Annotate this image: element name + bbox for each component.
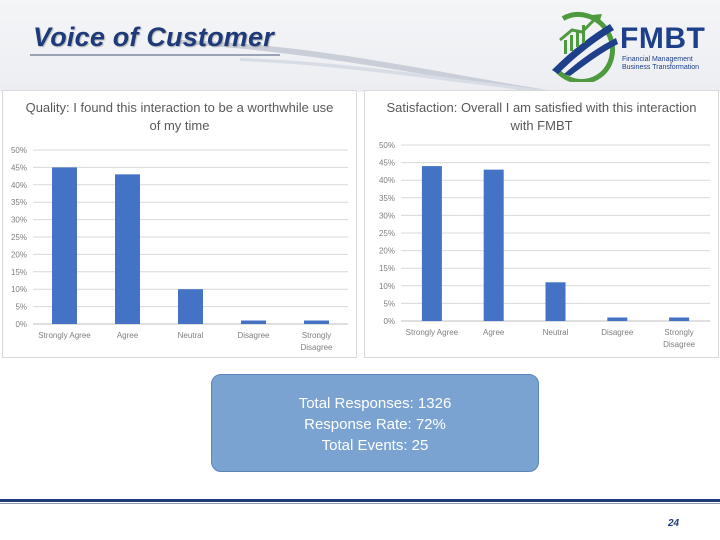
- y-tick-label: 25%: [379, 229, 395, 238]
- x-tick-label: Disagree: [601, 328, 634, 337]
- logo-subtitle: Financial Management Business Transforma…: [622, 56, 700, 71]
- x-tick-label: Disagree: [663, 340, 696, 349]
- y-tick-label: 20%: [11, 250, 27, 259]
- bar-agree: [483, 169, 504, 321]
- y-tick-label: 10%: [11, 285, 27, 294]
- bar-strongly-disagree: [304, 320, 329, 324]
- footer-divider-thin: [0, 503, 720, 504]
- x-tick-label: Strongly: [664, 328, 693, 337]
- page-number: 24: [668, 518, 680, 529]
- header-swoosh: [180, 40, 600, 98]
- x-tick-label: Disagree: [300, 343, 333, 352]
- bar-strongly-agree: [52, 167, 77, 324]
- response-rate: Response Rate: 72%: [304, 416, 446, 433]
- bar-strongly-agree: [421, 166, 442, 321]
- y-tick-label: 5%: [383, 299, 395, 308]
- y-tick-label: 20%: [379, 247, 395, 256]
- y-tick-label: 0%: [383, 317, 395, 326]
- y-tick-label: 25%: [11, 233, 27, 242]
- title-underline: [30, 54, 280, 56]
- bar-disagree: [607, 317, 628, 321]
- total-events: Total Events: 25: [321, 437, 429, 454]
- quality-chart: 0% 5% 10% 15% 20% 25% 30% 35% 40% 45% 50% Strongly …: [11, 146, 348, 352]
- y-tick-label: 45%: [379, 159, 395, 168]
- y-tick-label: 45%: [11, 163, 27, 172]
- logo-wordmark: FMBT: [620, 22, 706, 55]
- fmbt-logo-icon: [544, 11, 618, 82]
- bar-strongly-disagree: [669, 317, 690, 321]
- satisfaction-chart-panel: Satisfaction: Overall I am satisfied wit…: [364, 90, 719, 358]
- y-tick-label: 40%: [11, 181, 27, 190]
- total-responses: Total Responses: 1326: [298, 395, 452, 412]
- chart-title: Satisfaction: Overall I am satisfied wit…: [386, 100, 697, 133]
- y-tick-label: 40%: [379, 176, 395, 185]
- y-tick-label: 10%: [379, 282, 395, 291]
- footer-divider: [0, 499, 720, 502]
- bar-neutral: [178, 289, 203, 324]
- chart-title: Quality: I found this interaction to be …: [25, 100, 334, 133]
- y-tick-label: 15%: [379, 264, 395, 273]
- stats-box: Total Responses: 1326 Response Rate: 72%…: [211, 374, 539, 472]
- y-tick-label: 15%: [11, 268, 27, 277]
- bar-agree: [115, 174, 140, 324]
- satisfaction-chart: 0% 5% 10% 15% 20% 25% 30% 35% 40% 45% 50% Strongly …: [379, 141, 710, 349]
- y-tick-label: 35%: [379, 194, 395, 203]
- quality-chart-panel: Quality: I found this interaction to be …: [2, 90, 357, 358]
- bar-disagree: [241, 320, 266, 324]
- bar-neutral: [545, 282, 566, 321]
- y-tick-label: 30%: [379, 211, 395, 220]
- y-tick-label: 35%: [11, 198, 27, 207]
- x-tick-label: Strongly Agree: [38, 331, 91, 340]
- y-tick-label: 0%: [15, 320, 27, 329]
- slide-title: Voice of Customer: [33, 22, 274, 52]
- y-tick-label: 50%: [11, 146, 27, 155]
- x-tick-label: Strongly: [302, 331, 331, 340]
- y-tick-label: 5%: [15, 303, 27, 312]
- x-tick-label: Agree: [483, 328, 505, 337]
- y-tick-label: 50%: [379, 141, 395, 150]
- x-tick-label: Neutral: [178, 331, 204, 340]
- x-tick-label: Strongly Agree: [406, 328, 459, 337]
- x-tick-label: Neutral: [543, 328, 569, 337]
- x-tick-label: Disagree: [237, 331, 270, 340]
- y-tick-label: 30%: [11, 216, 27, 225]
- x-tick-label: Agree: [117, 331, 139, 340]
